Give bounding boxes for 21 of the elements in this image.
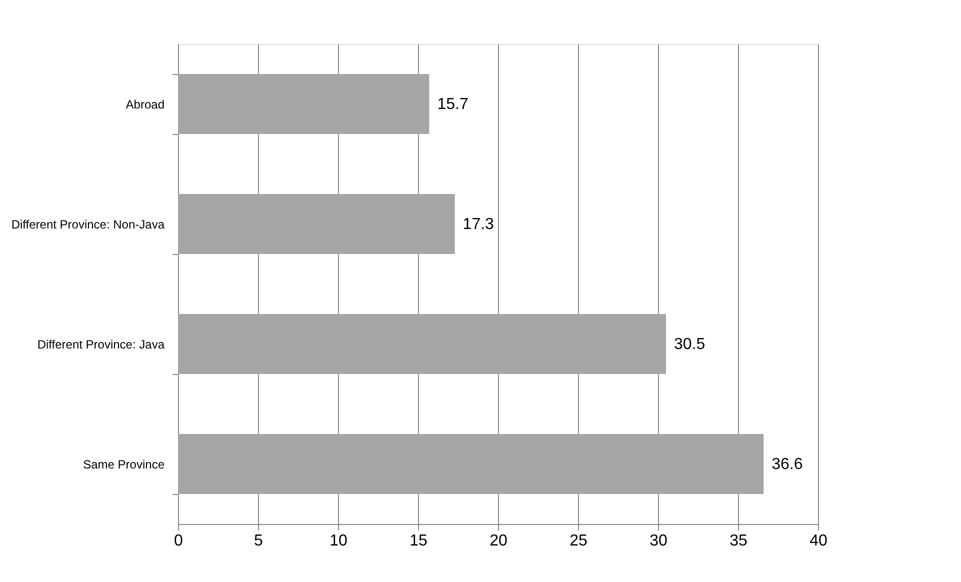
- x-tick-label: 25: [570, 532, 588, 550]
- x-tick-label: 30: [650, 532, 668, 550]
- x-tick-label: 0: [174, 532, 184, 550]
- x-tick-label: 40: [810, 532, 828, 550]
- x-tick-label: 5: [254, 532, 264, 550]
- data-label: 17.3: [462, 216, 494, 233]
- x-tick-label: 35: [730, 532, 748, 550]
- y-tick-label: Different Province: Java: [37, 338, 165, 352]
- x-tick-label: 20: [490, 532, 508, 550]
- y-tick-label: Same Province: [83, 458, 165, 472]
- data-label: 15.7: [437, 96, 468, 113]
- data-label: 30.5: [674, 336, 706, 353]
- x-tick-label: 15: [410, 532, 428, 550]
- y-tick-label: Abroad: [126, 98, 164, 112]
- bar: [178, 314, 666, 374]
- bar: [178, 434, 764, 494]
- x-tick-label: 10: [330, 532, 348, 550]
- bar: [178, 194, 455, 254]
- data-label: 36.6: [772, 456, 803, 473]
- y-tick-label: Different Province: Non-Java: [11, 218, 165, 232]
- bar: [178, 74, 430, 134]
